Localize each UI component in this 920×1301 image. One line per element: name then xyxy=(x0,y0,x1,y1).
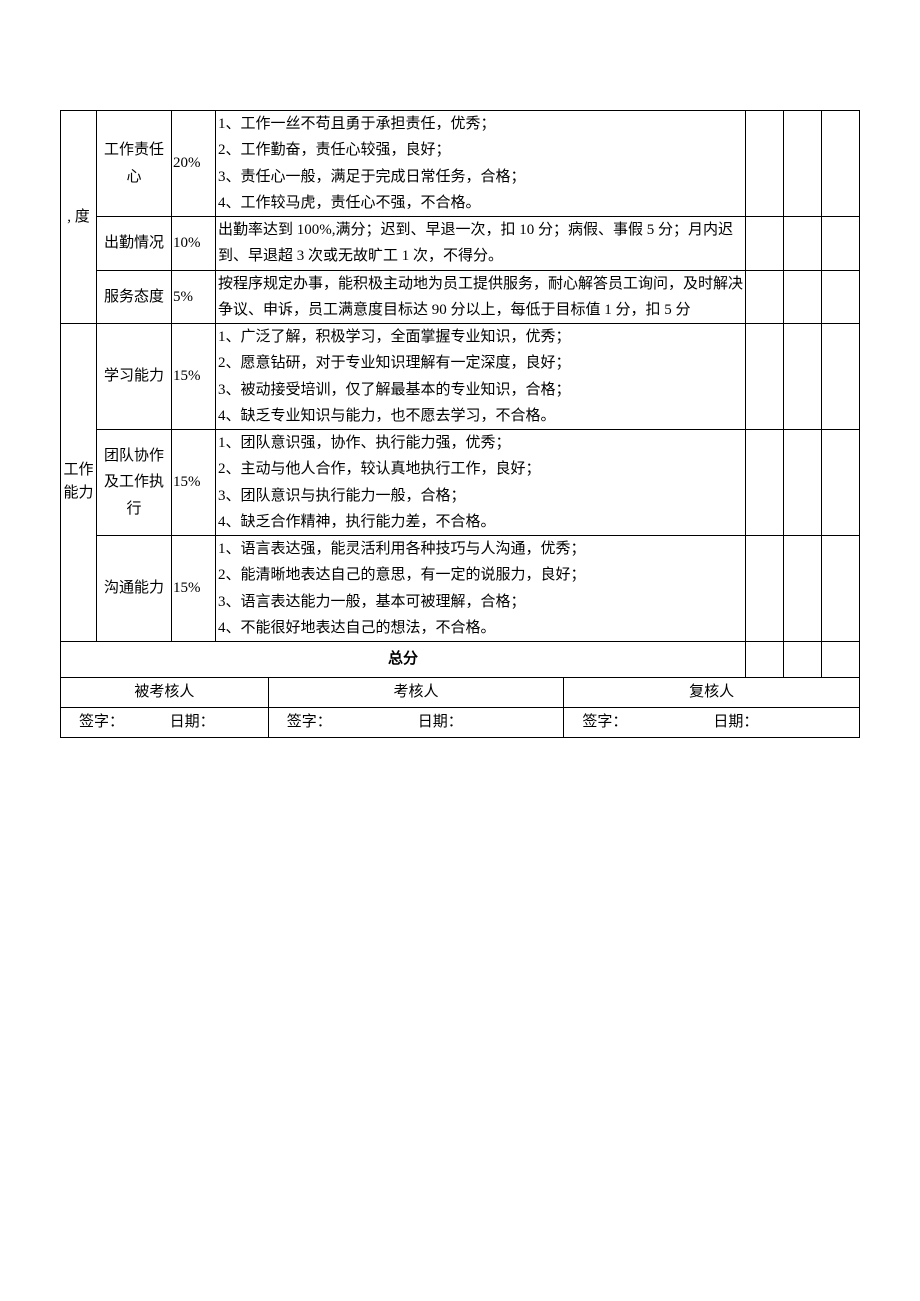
subcategory-label: 沟通能力 xyxy=(97,536,172,642)
total-score-cell xyxy=(822,642,860,678)
date-label: 日期： xyxy=(170,709,215,735)
signature-header: 考核人 xyxy=(268,678,564,708)
assessment-table: , 度 工作责任心 20% 1、工作一丝不苟且勇于承担责任，优秀； 2、工作勤奋… xyxy=(60,110,860,678)
date-label: 日期： xyxy=(418,709,463,735)
sign-label: 签字： xyxy=(582,709,709,735)
signature-header: 复核人 xyxy=(564,678,860,708)
date-label: 日期： xyxy=(713,709,758,735)
score-cell xyxy=(822,430,860,536)
score-cell xyxy=(784,430,822,536)
category-label: 工作能力 xyxy=(61,324,97,642)
signature-header: 被考核人 xyxy=(61,678,269,708)
weight-cell: 15% xyxy=(172,324,216,430)
total-score-cell xyxy=(784,642,822,678)
weight-cell: 15% xyxy=(172,430,216,536)
table-row: 出勤情况 10% 出勤率达到 100%,满分；迟到、早退一次，扣 10 分；病假… xyxy=(61,217,860,271)
subcategory-label: 服务态度 xyxy=(97,270,172,324)
score-cell xyxy=(746,324,784,430)
score-cell xyxy=(746,430,784,536)
score-cell xyxy=(746,270,784,324)
table-row: 工作能力 学习能力 15% 1、广泛了解，积极学习，全面掌握专业知识，优秀； 2… xyxy=(61,324,860,430)
score-cell xyxy=(822,536,860,642)
score-cell xyxy=(784,111,822,217)
score-cell xyxy=(822,111,860,217)
description-cell: 按程序规定办事，能积极主动地为员工提供服务，耐心解答员工询问，及时解决争议、申诉… xyxy=(216,270,746,324)
weight-cell: 15% xyxy=(172,536,216,642)
subcategory-label: 出勤情况 xyxy=(97,217,172,271)
signature-cell: 签字： 日期： xyxy=(61,708,269,738)
score-cell xyxy=(822,270,860,324)
score-cell xyxy=(784,270,822,324)
subcategory-label: 团队协作及工作执行 xyxy=(97,430,172,536)
score-cell xyxy=(746,111,784,217)
score-cell xyxy=(784,324,822,430)
sign-label: 签字： xyxy=(287,709,414,735)
table-row: 团队协作及工作执行 15% 1、团队意识强，协作、执行能力强，优秀； 2、主动与… xyxy=(61,430,860,536)
score-cell xyxy=(784,536,822,642)
total-score-cell xyxy=(746,642,784,678)
total-row: 总分 xyxy=(61,642,860,678)
signature-cell: 签字： 日期： xyxy=(564,708,860,738)
table-row: 沟通能力 15% 1、语言表达强，能灵活利用各种技巧与人沟通，优秀； 2、能清晰… xyxy=(61,536,860,642)
weight-cell: 20% xyxy=(172,111,216,217)
score-cell xyxy=(822,324,860,430)
subcategory-label: 学习能力 xyxy=(97,324,172,430)
signature-header-row: 被考核人 考核人 复核人 xyxy=(61,678,860,708)
description-cell: 1、语言表达强，能灵活利用各种技巧与人沟通，优秀； 2、能清晰地表达自己的意思，… xyxy=(216,536,746,642)
signature-cell: 签字： 日期： xyxy=(268,708,564,738)
subcategory-label: 工作责任心 xyxy=(97,111,172,217)
signature-table: 被考核人 考核人 复核人 签字： 日期： 签字： 日期： 签字： 日期： xyxy=(60,677,860,738)
sign-label: 签字： xyxy=(79,709,166,735)
description-cell: 出勤率达到 100%,满分；迟到、早退一次，扣 10 分；病假、事假 5 分；月… xyxy=(216,217,746,271)
description-cell: 1、广泛了解，积极学习，全面掌握专业知识，优秀； 2、愿意钻研，对于专业知识理解… xyxy=(216,324,746,430)
total-label: 总分 xyxy=(61,642,746,678)
table-row: , 度 工作责任心 20% 1、工作一丝不苟且勇于承担责任，优秀； 2、工作勤奋… xyxy=(61,111,860,217)
weight-cell: 5% xyxy=(172,270,216,324)
table-row: 服务态度 5% 按程序规定办事，能积极主动地为员工提供服务，耐心解答员工询问，及… xyxy=(61,270,860,324)
description-cell: 1、工作一丝不苟且勇于承担责任，优秀； 2、工作勤奋，责任心较强，良好； 3、责… xyxy=(216,111,746,217)
score-cell xyxy=(746,217,784,271)
score-cell xyxy=(746,536,784,642)
score-cell xyxy=(784,217,822,271)
weight-cell: 10% xyxy=(172,217,216,271)
category-label: , 度 xyxy=(61,111,97,324)
signature-row: 签字： 日期： 签字： 日期： 签字： 日期： xyxy=(61,708,860,738)
description-cell: 1、团队意识强，协作、执行能力强，优秀； 2、主动与他人合作，较认真地执行工作，… xyxy=(216,430,746,536)
score-cell xyxy=(822,217,860,271)
